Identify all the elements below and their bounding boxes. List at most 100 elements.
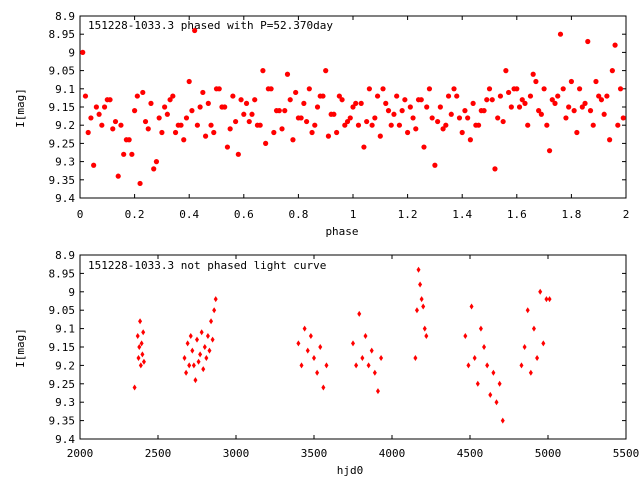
data-point	[96, 111, 102, 117]
data-point	[182, 355, 187, 362]
data-point	[394, 93, 400, 99]
data-point	[246, 118, 252, 125]
data-point	[535, 355, 540, 362]
data-point	[522, 100, 528, 106]
data-point	[448, 111, 454, 117]
data-point	[101, 104, 108, 110]
data-point	[429, 115, 435, 121]
data-point	[276, 108, 282, 114]
data-point	[372, 369, 377, 376]
data-point	[249, 111, 255, 117]
data-point	[525, 307, 530, 314]
data-point	[421, 303, 426, 310]
data-point	[140, 351, 145, 358]
x-tick-label: 0.4	[179, 208, 199, 221]
data-point	[137, 180, 143, 187]
data-point	[522, 344, 527, 350]
data-point	[492, 166, 498, 172]
data-point	[138, 362, 143, 369]
data-point	[590, 122, 596, 128]
y-axis-label: I[mag]	[14, 88, 27, 128]
data-point	[456, 115, 463, 121]
data-point	[132, 384, 137, 391]
data-point	[424, 332, 429, 339]
data-point	[193, 377, 198, 384]
data-point	[129, 151, 135, 157]
data-point	[183, 115, 190, 121]
data-point	[187, 362, 192, 369]
data-point	[358, 100, 364, 106]
data-point	[495, 115, 501, 121]
data-point	[552, 100, 558, 106]
data-point	[211, 129, 217, 136]
data-point	[93, 104, 99, 110]
data-point	[252, 97, 258, 103]
data-point	[410, 115, 416, 121]
data-point	[320, 93, 326, 99]
data-point	[503, 68, 509, 74]
data-point	[205, 100, 211, 106]
data-point	[470, 100, 476, 106]
data-point	[121, 151, 127, 157]
data-point	[196, 358, 201, 365]
data-point	[531, 325, 536, 332]
data-point	[153, 159, 160, 165]
data-point	[205, 332, 210, 339]
data-point	[138, 318, 143, 325]
data-point	[170, 93, 176, 99]
data-point	[118, 122, 124, 128]
data-point	[195, 336, 199, 343]
data-point	[617, 86, 624, 92]
data-point	[593, 78, 599, 85]
data-point	[601, 111, 607, 117]
data-point	[151, 166, 157, 172]
data-point	[533, 78, 539, 85]
data-point	[334, 129, 340, 136]
x-tick-label: 3500	[301, 447, 328, 460]
unphased-light-curve-panel: 151228-1033.3 not phased light curve hjd…	[14, 249, 639, 477]
data-point	[500, 417, 505, 424]
data-point	[135, 332, 140, 339]
data-point	[198, 351, 203, 358]
data-point	[293, 89, 299, 96]
data-point	[396, 122, 403, 128]
data-point	[538, 288, 543, 295]
data-point	[350, 104, 356, 110]
data-point	[178, 122, 184, 128]
data-point	[544, 296, 549, 303]
data-point	[497, 93, 504, 99]
data-point	[208, 122, 214, 128]
data-point	[574, 129, 580, 136]
y-tick-label: 9.4	[55, 192, 75, 205]
data-point	[298, 115, 304, 121]
data-point	[437, 104, 443, 110]
y-tick-label: 9.25	[49, 137, 76, 150]
data-point	[112, 118, 119, 125]
x-tick-label: 1.4	[452, 208, 472, 221]
data-point	[136, 355, 141, 362]
data-point	[454, 93, 460, 99]
x-tick-label: 0.2	[125, 208, 145, 221]
data-point	[547, 296, 552, 303]
data-point	[413, 355, 418, 362]
data-point	[139, 340, 144, 347]
data-point	[209, 318, 214, 325]
data-point	[541, 86, 547, 92]
data-point	[538, 111, 544, 117]
data-point	[324, 362, 329, 369]
data-point	[413, 126, 419, 132]
data-point	[511, 86, 517, 92]
data-point	[383, 100, 389, 106]
data-point	[123, 137, 130, 143]
data-point	[336, 93, 342, 99]
data-point	[364, 118, 370, 125]
data-point	[99, 122, 105, 128]
data-point	[585, 38, 591, 45]
data-point	[148, 100, 154, 106]
data-point	[506, 89, 512, 96]
data-point	[609, 68, 615, 74]
y-tick-label: 8.95	[49, 267, 76, 280]
data-point	[519, 362, 524, 369]
data-point	[399, 108, 405, 114]
